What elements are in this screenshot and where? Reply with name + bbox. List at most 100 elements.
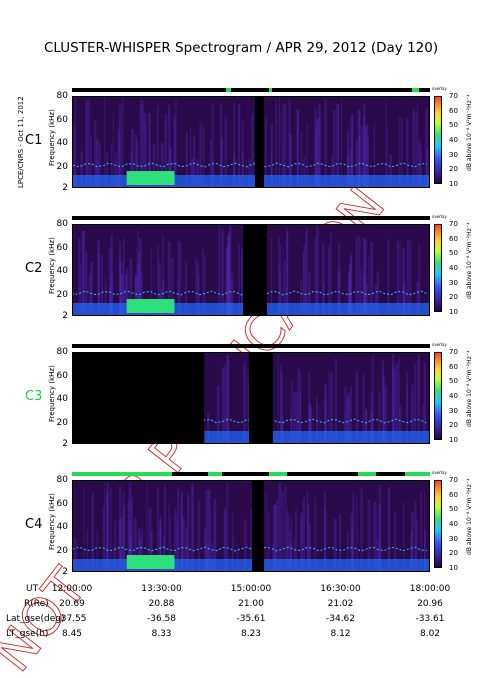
noise-column xyxy=(207,413,210,443)
noise-column xyxy=(318,104,321,187)
noise-column xyxy=(328,245,331,315)
noise-column xyxy=(202,127,205,187)
noise-column xyxy=(284,486,287,571)
noise-column xyxy=(282,105,284,187)
data-gap xyxy=(249,353,273,443)
noise-column xyxy=(409,240,412,315)
colorbar-label: dB above 10⁻⁸ V²m⁻²Hz⁻¹ xyxy=(458,95,473,184)
spectrogram-c1 xyxy=(72,96,430,188)
ephemeris-value: 8.02 xyxy=(419,629,441,639)
noise-column xyxy=(356,496,358,571)
noise-column xyxy=(73,125,76,187)
noise-column xyxy=(195,257,197,315)
noise-column xyxy=(185,133,189,187)
noise-column xyxy=(148,113,151,187)
noise-column xyxy=(224,364,226,443)
noise-column xyxy=(180,241,182,315)
colorbar-tick-label: 20 xyxy=(449,293,458,302)
colorbar-tick-label: 20 xyxy=(449,165,458,174)
noise-column xyxy=(185,527,188,571)
noise-column xyxy=(176,522,178,571)
noise-column xyxy=(123,286,125,315)
noise-column xyxy=(168,502,170,571)
noise-column xyxy=(227,232,230,315)
noise-column xyxy=(364,408,367,443)
noise-column xyxy=(110,234,113,315)
noise-column xyxy=(394,510,396,571)
spectrogram-c2 xyxy=(72,224,430,316)
noise-column xyxy=(414,501,417,571)
noise-column xyxy=(206,543,209,571)
noise-column xyxy=(104,282,106,315)
noise-column xyxy=(118,104,122,187)
colorbar-label: dB above 10⁻⁸ V²m⁻²Hz⁻¹ xyxy=(458,351,473,440)
noise-column xyxy=(392,369,396,443)
noise-column xyxy=(282,146,284,187)
colorbar-tick-label: 40 xyxy=(449,392,458,400)
noise-column xyxy=(302,251,305,315)
noise-column xyxy=(205,489,209,571)
noise-column xyxy=(250,509,253,571)
spectrogram-c4 xyxy=(72,480,430,572)
spectrogram-c3 xyxy=(72,352,430,444)
noise-column xyxy=(106,482,110,571)
noise-column xyxy=(350,255,353,315)
y-tick-label: 40 xyxy=(56,138,68,149)
noise-column xyxy=(122,238,125,315)
colorbar-tick-label: 30 xyxy=(449,150,458,159)
noise-column xyxy=(231,271,234,315)
noise-column xyxy=(274,504,277,571)
noise-column xyxy=(120,517,124,571)
noise-column xyxy=(80,151,84,187)
noise-column xyxy=(230,280,233,315)
noise-column xyxy=(360,489,363,571)
noise-column xyxy=(229,225,232,315)
noise-column xyxy=(306,490,309,571)
ephemeris-value: -33.61 xyxy=(415,614,445,624)
noise-column xyxy=(362,374,365,443)
ephemeris-row-label: UT xyxy=(26,584,39,594)
noise-column xyxy=(136,262,139,315)
colorbar-tick-label: 50 xyxy=(449,121,458,130)
noise-column xyxy=(373,122,375,187)
noise-column xyxy=(344,386,347,443)
plasma-frequency-line xyxy=(73,546,428,552)
noise-column xyxy=(329,231,332,315)
noise-column xyxy=(90,135,93,187)
noise-column xyxy=(287,515,290,571)
noise-column xyxy=(105,153,109,187)
emission-band xyxy=(126,171,175,185)
noise-column xyxy=(410,512,414,571)
noise-column xyxy=(124,274,128,315)
noise-column xyxy=(358,135,361,187)
noise-column xyxy=(129,258,133,315)
noise-column xyxy=(137,230,139,315)
y-axis-label: Frequency (kHz) xyxy=(38,224,56,316)
noise-column xyxy=(331,155,333,187)
noise-column xyxy=(102,506,105,571)
noise-column xyxy=(137,251,141,315)
plasma-frequency-line xyxy=(73,162,428,168)
status-strip xyxy=(72,472,430,476)
colorbar-tick-label: 40 xyxy=(449,520,458,528)
noise-column xyxy=(305,227,308,315)
y-tick-label: 40 xyxy=(56,522,68,533)
noise-column xyxy=(127,499,130,571)
noise-column xyxy=(373,502,377,571)
noise-column xyxy=(207,489,211,571)
noise-column xyxy=(238,243,241,315)
noise-column xyxy=(118,519,122,571)
noise-column xyxy=(82,231,86,315)
noise-column xyxy=(300,279,303,315)
noise-column xyxy=(111,143,113,187)
y-axis-label: Frequency (kHz) xyxy=(38,480,56,572)
plasma-frequency-line xyxy=(203,418,427,424)
noise-column xyxy=(137,528,141,571)
noise-column xyxy=(159,519,162,571)
colorbar-tick-label: 10 xyxy=(449,564,458,572)
noise-column xyxy=(339,514,342,571)
noise-column xyxy=(134,276,137,315)
noise-column xyxy=(366,123,369,187)
no-data-region xyxy=(73,353,205,443)
ephemeris-value: 8.23 xyxy=(240,629,262,639)
